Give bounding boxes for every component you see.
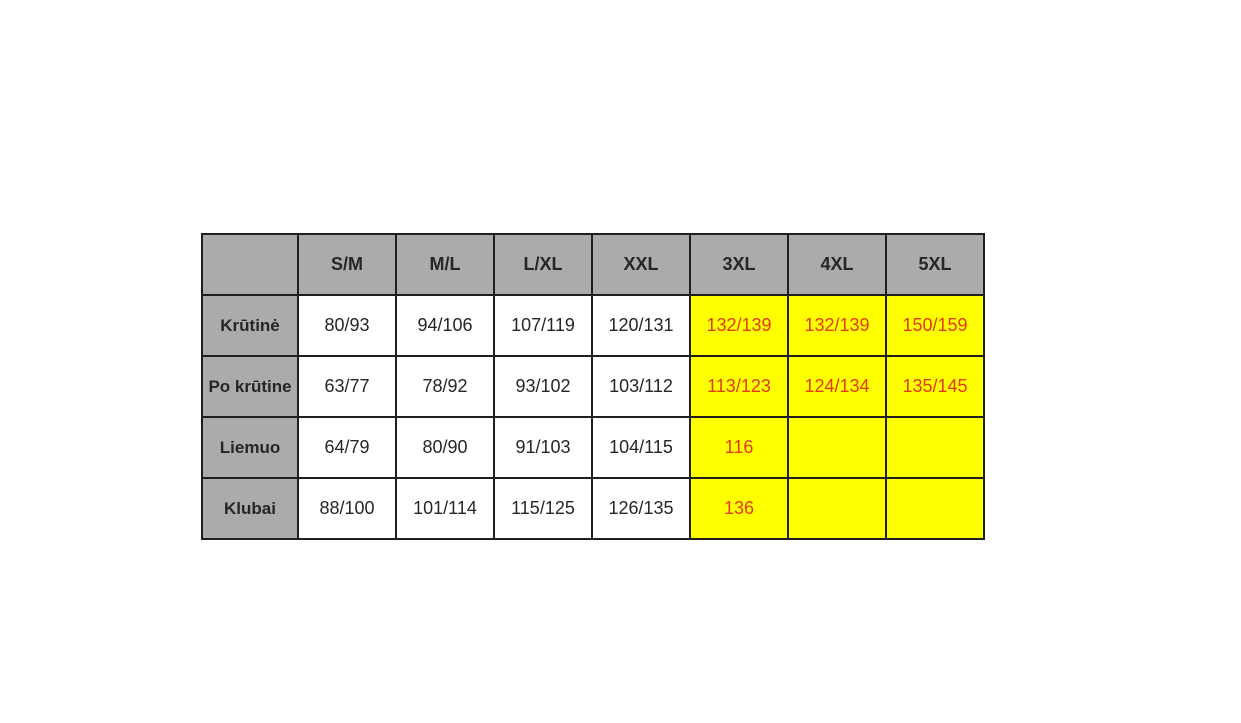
table-row: Krūtinė 80/93 94/106 107/119 120/131 132/139 1… — [201, 294, 985, 357]
value-cell — [885, 477, 985, 540]
value-cell: 115/125 — [493, 477, 593, 540]
value-cell: 80/93 — [297, 294, 397, 357]
value-cell: 93/102 — [493, 355, 593, 418]
value-cell: 126/135 — [591, 477, 691, 540]
value-cell: 150/159 — [885, 294, 985, 357]
value-cell: 135/145 — [885, 355, 985, 418]
value-cell: 78/92 — [395, 355, 495, 418]
column-header-xxl: XXL — [591, 233, 691, 296]
value-cell: 104/115 — [591, 416, 691, 479]
value-cell: 101/114 — [395, 477, 495, 540]
size-chart-container: S/M M/L L/XL XXL 3XL 4XL 5XL Krūtinė 80/93 94/10… — [201, 233, 985, 540]
value-cell: 124/134 — [787, 355, 887, 418]
column-header-s-m: S/M — [297, 233, 397, 296]
value-cell: 80/90 — [395, 416, 495, 479]
row-label: Krūtinė — [201, 294, 299, 357]
value-cell: 64/79 — [297, 416, 397, 479]
row-label: Liemuo — [201, 416, 299, 479]
value-cell: 116 — [689, 416, 789, 479]
value-cell — [885, 416, 985, 479]
value-cell: 120/131 — [591, 294, 691, 357]
value-cell: 132/139 — [787, 294, 887, 357]
table-header-row: S/M M/L L/XL XXL 3XL 4XL 5XL — [201, 233, 985, 296]
value-cell: 63/77 — [297, 355, 397, 418]
column-header-3xl: 3XL — [689, 233, 789, 296]
table-row: Klubai 88/100 101/114 115/125 126/135 136 — [201, 477, 985, 540]
table-head: S/M M/L L/XL XXL 3XL 4XL 5XL — [201, 233, 985, 296]
value-cell: 136 — [689, 477, 789, 540]
value-cell: 88/100 — [297, 477, 397, 540]
row-label: Klubai — [201, 477, 299, 540]
row-label: Po krūtine — [201, 355, 299, 418]
column-header-l-xl: L/XL — [493, 233, 593, 296]
corner-cell — [201, 233, 299, 296]
size-chart-table: S/M M/L L/XL XXL 3XL 4XL 5XL Krūtinė 80/93 94/10… — [201, 233, 985, 540]
value-cell — [787, 477, 887, 540]
value-cell: 132/139 — [689, 294, 789, 357]
column-header-5xl: 5XL — [885, 233, 985, 296]
value-cell: 113/123 — [689, 355, 789, 418]
column-header-m-l: M/L — [395, 233, 495, 296]
value-cell — [787, 416, 887, 479]
value-cell: 103/112 — [591, 355, 691, 418]
table-row: Po krūtine 63/77 78/92 93/102 103/112 113/123… — [201, 355, 985, 418]
column-header-4xl: 4XL — [787, 233, 887, 296]
value-cell: 107/119 — [493, 294, 593, 357]
value-cell: 91/103 — [493, 416, 593, 479]
value-cell: 94/106 — [395, 294, 495, 357]
table-row: Liemuo 64/79 80/90 91/103 104/115 116 — [201, 416, 985, 479]
table-body: Krūtinė 80/93 94/106 107/119 120/131 132/139 1… — [201, 294, 985, 540]
